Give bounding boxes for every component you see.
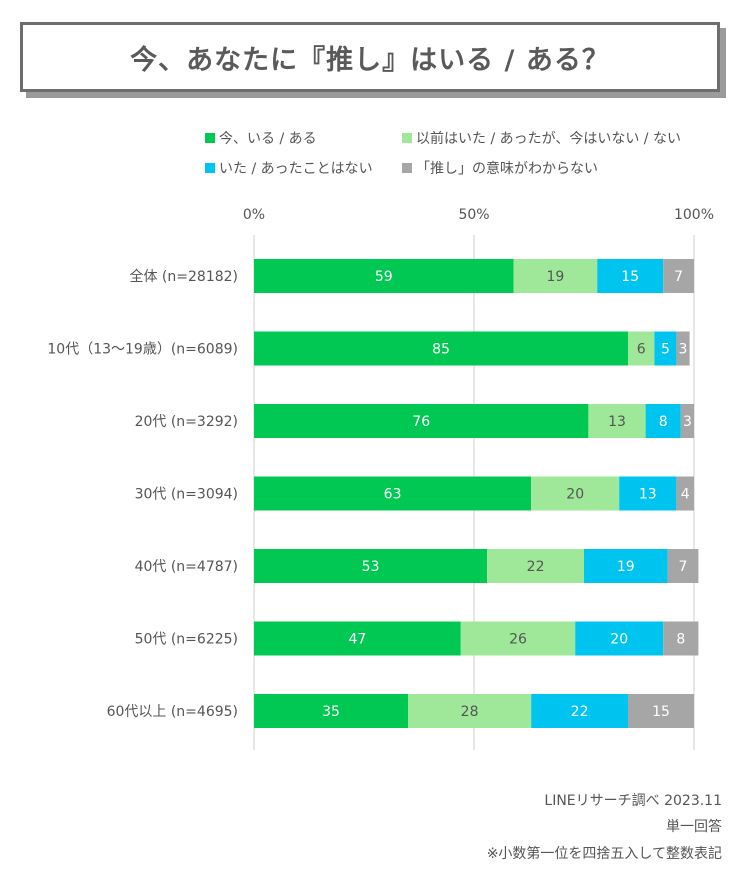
legend-swatch-green	[205, 133, 215, 143]
data-label: 4	[681, 487, 690, 503]
data-label: 53	[362, 559, 380, 575]
bar-segment	[531, 476, 620, 511]
data-label: 13	[639, 487, 657, 503]
rounding-note: ※小数第一位を四捨五入して整数表記	[486, 846, 722, 862]
bar-segment	[254, 476, 532, 511]
bar-segment	[254, 549, 488, 583]
data-label: 28	[461, 704, 479, 720]
category-label: 40代 (n=4787)	[135, 559, 238, 575]
data-label: 7	[674, 269, 683, 285]
bar-segment	[254, 404, 589, 438]
data-label: 7	[679, 559, 688, 575]
bar-segment	[531, 694, 628, 728]
x-tick-label: 0%	[243, 207, 265, 223]
data-label: 20	[610, 632, 628, 648]
category-label: 全体 (n=28182)	[129, 268, 238, 285]
data-label: 15	[621, 269, 639, 285]
bar-segment	[254, 621, 461, 656]
bar-segment	[460, 621, 576, 656]
legend-item-never-had: いた / あったことはない	[205, 158, 373, 178]
category-label: 30代 (n=3094)	[135, 487, 238, 503]
legend-label: いた / あったことはない	[219, 161, 373, 177]
answer-type-note: 単一回答	[666, 819, 722, 835]
bar-segment	[513, 259, 598, 293]
category-label: 10代（13～19歳）(n=6089)	[47, 342, 238, 358]
data-label: 59	[375, 269, 393, 285]
data-label: 35	[322, 704, 340, 720]
source-note: LINEリサーチ調べ 2023.11	[544, 793, 722, 809]
bar-segment	[408, 694, 532, 728]
bar-segment	[654, 331, 677, 366]
data-label: 63	[384, 487, 402, 503]
data-label: 26	[509, 632, 527, 648]
bar-segment	[254, 259, 514, 293]
data-label: 19	[546, 269, 564, 285]
data-label: 22	[527, 559, 545, 575]
bar-segment	[676, 331, 690, 366]
bar-segment	[487, 549, 584, 583]
legend-label: 以前はいた / あったが、今はいない / ない	[416, 131, 681, 147]
data-label: 15	[652, 704, 670, 720]
category-label: 60代以上 (n=4695)	[107, 704, 238, 720]
bar-segment	[676, 476, 694, 511]
bar-segment	[254, 694, 408, 728]
x-tick-label: 100%	[674, 207, 714, 223]
bar-segment	[584, 549, 668, 583]
bar-segment	[680, 404, 694, 438]
x-tick-label: 50%	[458, 207, 489, 223]
data-label: 3	[683, 414, 692, 430]
legend-swatch-light-green	[402, 133, 412, 143]
bar-segment	[628, 694, 694, 728]
data-label: 6	[637, 342, 646, 358]
chart-title: 今、あなたに『推し』はいる / ある？	[20, 22, 720, 92]
legend-swatch-blue	[205, 163, 215, 173]
data-label: 22	[571, 704, 589, 720]
legend-item-had-before: 以前はいた / あったが、今はいない / ない	[402, 128, 681, 148]
bar-segment	[597, 259, 664, 293]
data-label: 13	[608, 414, 626, 430]
legend-label: 「推し」の意味がわからない	[416, 161, 598, 177]
legend-item-currently-have: 今、いる / ある	[205, 128, 317, 148]
data-label: 19	[617, 559, 635, 575]
category-label: 20代 (n=3292)	[135, 414, 238, 430]
data-label: 85	[432, 342, 450, 358]
bar-segment	[645, 404, 681, 438]
bar-segment	[667, 549, 699, 583]
bar-segment	[575, 621, 664, 656]
data-label: 3	[679, 342, 688, 358]
data-label: 8	[676, 632, 685, 648]
bar-segment	[619, 476, 677, 511]
bar-segment	[663, 621, 699, 656]
bar-segment	[663, 259, 694, 293]
legend-swatch-gray	[402, 163, 412, 173]
legend-label: 今、いる / ある	[219, 131, 317, 147]
data-label: 47	[348, 632, 366, 648]
legend-item-dont-understand: 「推し」の意味がわからない	[402, 158, 598, 178]
bar-segment	[588, 404, 646, 438]
data-label: 76	[412, 414, 430, 430]
data-label: 5	[661, 342, 670, 358]
data-label: 20	[566, 487, 584, 503]
category-label: 50代 (n=6225)	[135, 632, 238, 648]
bar-segment	[254, 331, 628, 366]
bar-segment	[628, 331, 655, 366]
data-label: 8	[659, 414, 668, 430]
